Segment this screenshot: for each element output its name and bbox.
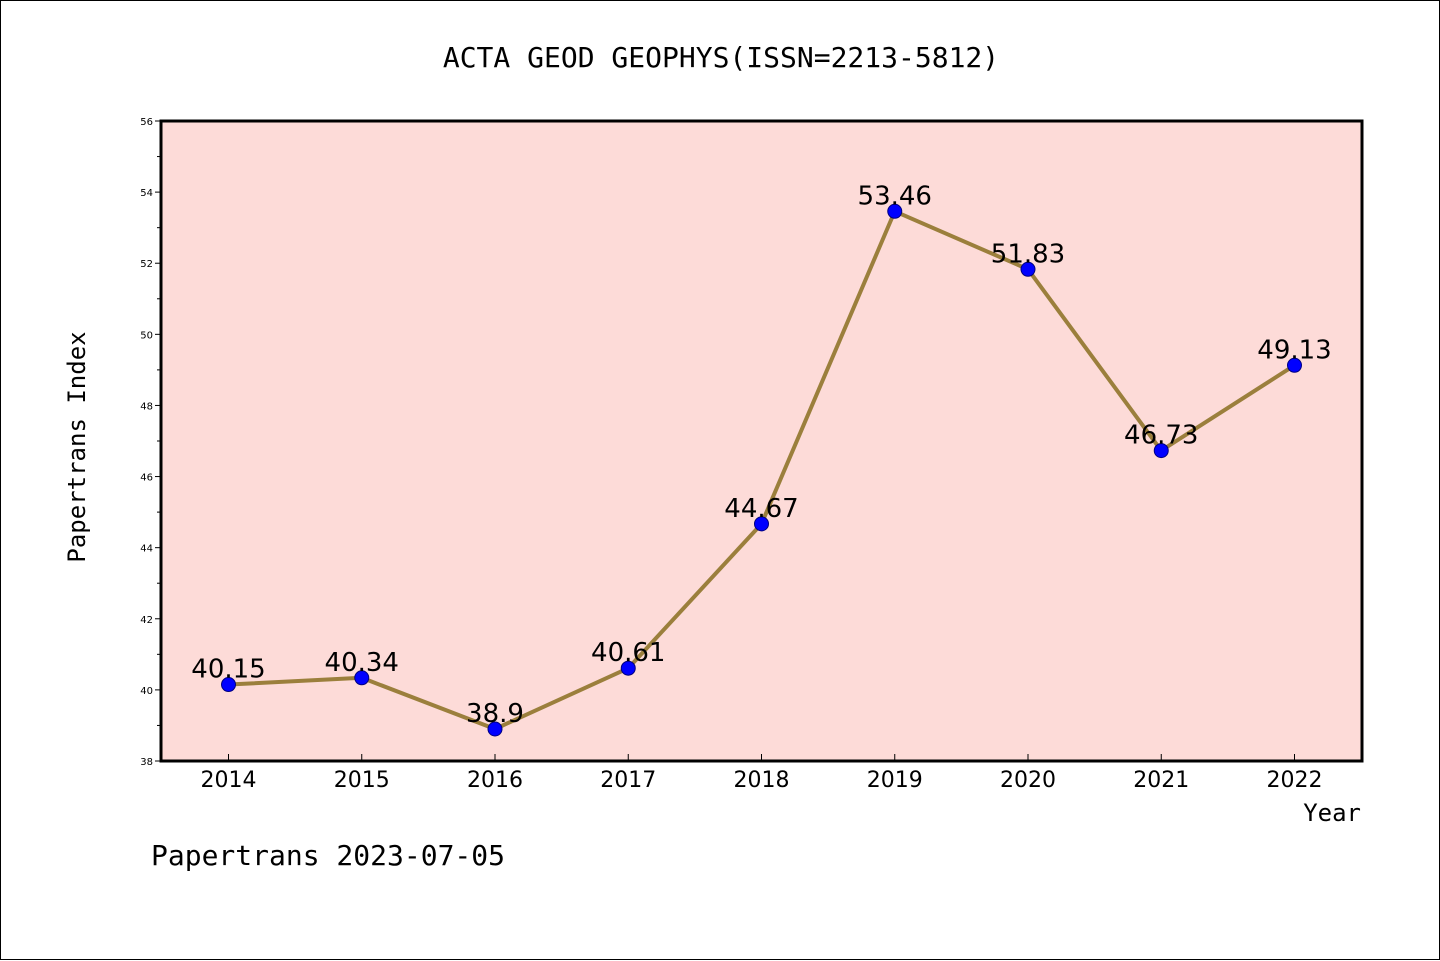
x-tick-label: 2019 [867, 768, 923, 793]
plot-area [161, 121, 1362, 761]
y-tick-label: 52 [140, 259, 153, 270]
y-tick-label: 46 [140, 473, 153, 484]
x-tick-label: 2018 [734, 768, 790, 793]
y-tick-label: 54 [140, 188, 153, 199]
y-tick-label: 38 [140, 757, 153, 768]
footer-date: Papertrans 2023-07-05 [151, 839, 505, 872]
x-tick-label: 2021 [1133, 768, 1189, 793]
x-tick-label: 2017 [600, 768, 656, 793]
data-label: 49.13 [1257, 335, 1331, 365]
y-tick-label: 48 [140, 401, 153, 412]
y-axis-ticks: 38 40 42 44 46 48 50 52 54 56 [140, 117, 161, 768]
data-label: 40.61 [591, 638, 665, 668]
series-group: 40.15 40.34 38.9 40.61 44.67 53.46 51.83 46.73 4… [191, 181, 1332, 737]
x-tick-label: 2014 [201, 768, 257, 793]
data-label: 40.15 [191, 655, 265, 685]
x-axis-title: Year [1303, 799, 1361, 827]
data-point [1153, 443, 1169, 459]
y-tick-label: 40 [140, 686, 153, 697]
data-point [221, 677, 236, 693]
y-tick-label: 42 [140, 615, 153, 626]
data-point [620, 660, 636, 676]
data-point [1287, 357, 1302, 373]
data-label: 46.73 [1124, 421, 1198, 451]
y-axis-title: Papertrans Index [63, 331, 91, 562]
y-tick-label: 44 [140, 544, 153, 555]
data-point [354, 670, 370, 686]
x-tick-label: 2022 [1267, 768, 1323, 793]
data-point [754, 516, 769, 532]
data-point [1020, 261, 1036, 277]
data-label: 44.67 [724, 494, 798, 524]
y-tick-label: 50 [140, 330, 153, 341]
x-tick-label: 2016 [467, 768, 523, 793]
x-tick-label: 2020 [1000, 768, 1056, 793]
data-point [487, 721, 503, 737]
plot-border [159, 119, 1364, 763]
data-label: 53.46 [858, 181, 932, 211]
data-label: 40.34 [325, 648, 399, 678]
x-tick-label: 2015 [334, 768, 390, 793]
data-label: 51.83 [991, 239, 1065, 269]
data-label: 38.9 [466, 699, 524, 729]
y-tick-label: 56 [140, 117, 153, 128]
chart-title: ACTA GEOD GEOPHYS(ISSN=2213-5812) [443, 41, 999, 74]
data-point [887, 203, 903, 219]
